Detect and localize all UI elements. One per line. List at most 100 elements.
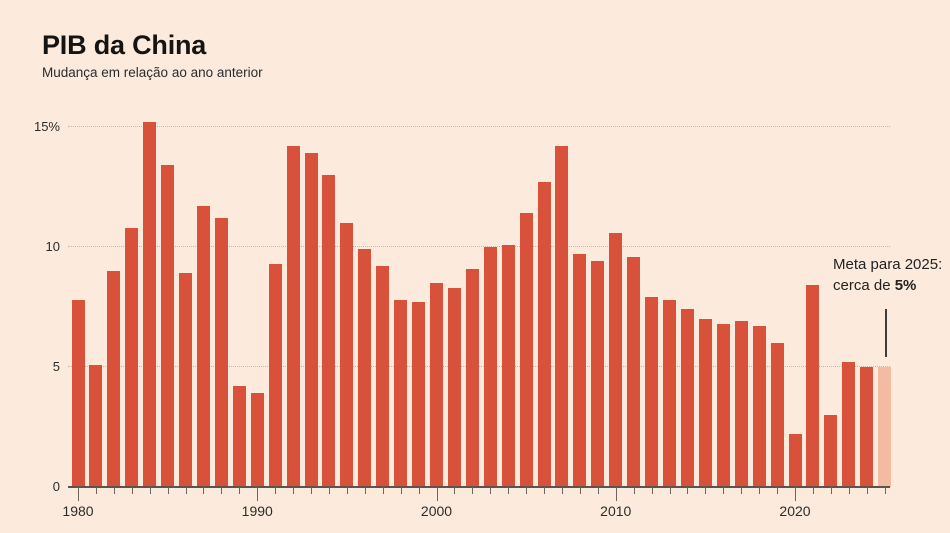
gdp-bar-1995 xyxy=(340,223,354,487)
x-axis-tick-2004 xyxy=(508,487,510,494)
gdp-bar-2020 xyxy=(788,434,802,487)
x-axis-label-2020: 2020 xyxy=(779,503,811,519)
y-axis-label-15: 15% xyxy=(33,119,60,134)
x-axis-tick-2018 xyxy=(759,487,761,494)
x-axis-tick-2000 xyxy=(436,487,438,501)
x-axis-tick-1995 xyxy=(346,487,348,494)
x-axis-label-2000: 2000 xyxy=(420,503,453,519)
x-axis-tick-2001 xyxy=(454,487,456,494)
x-axis-tick-2007 xyxy=(561,487,563,494)
gdp-bar-2019 xyxy=(770,343,784,487)
x-axis-tick-2002 xyxy=(472,487,474,494)
gdp-bar-2011 xyxy=(627,256,641,487)
y-axis-label-10: 10 xyxy=(45,239,60,254)
gdp-bar-1984 xyxy=(143,122,157,487)
x-axis-tick-1999 xyxy=(418,487,420,494)
gdp-bar-1997 xyxy=(376,266,390,487)
target-annotation-value: 5% xyxy=(894,277,917,294)
gdp-bar-2017 xyxy=(734,321,748,487)
target-annotation: Meta para 2025: cerca de 5% xyxy=(833,254,943,296)
gdp-bar-2023 xyxy=(842,362,856,487)
gdp-bar-2007 xyxy=(555,146,569,487)
gdp-bar-2024 xyxy=(860,367,874,487)
gdp-bar-1985 xyxy=(161,165,175,487)
x-axis-tick-1990 xyxy=(257,487,259,501)
x-axis-tick-2023 xyxy=(848,487,850,494)
gdp-bar-1992 xyxy=(286,146,300,487)
gdp-bar-2022 xyxy=(824,415,838,487)
x-axis-tick-2024 xyxy=(866,487,868,494)
gdp-bar-1998 xyxy=(394,299,408,487)
chart-subtitle: Mudança em relação ao ano anterior xyxy=(42,65,263,80)
y-axis-label-0: 0 xyxy=(52,479,60,494)
gdp-bar-1988 xyxy=(214,218,228,487)
annotation-pointer-line xyxy=(885,309,887,357)
x-axis-tick-2014 xyxy=(687,487,689,494)
y-gridline-5 xyxy=(68,366,890,367)
x-axis-tick-2017 xyxy=(741,487,743,494)
gdp-bar-2001 xyxy=(447,287,461,487)
x-axis-tick-1980 xyxy=(78,487,79,501)
x-axis-tick-2015 xyxy=(705,487,707,494)
x-axis-tick-1993 xyxy=(311,487,313,494)
x-axis-tick-1994 xyxy=(328,487,330,494)
gdp-bar-2012 xyxy=(645,297,659,487)
gdp-bar-1987 xyxy=(196,206,210,487)
y-gridline-10 xyxy=(68,246,890,247)
x-axis-tick-2008 xyxy=(579,487,581,494)
gdp-bar-2010 xyxy=(609,232,623,487)
gdp-bar-2013 xyxy=(663,299,677,487)
gdp-bar-1999 xyxy=(412,302,426,487)
gdp-bar-1996 xyxy=(358,249,372,487)
gdp-bar-1990 xyxy=(250,393,264,487)
target-annotation-line1: Meta para 2025: xyxy=(833,256,943,273)
x-axis-tick-2003 xyxy=(490,487,492,494)
x-axis-tick-2012 xyxy=(651,487,653,494)
x-axis-tick-1989 xyxy=(239,487,241,494)
gdp-bar-2000 xyxy=(430,283,443,487)
gdp-bar-1983 xyxy=(125,227,139,487)
x-axis-tick-1992 xyxy=(293,487,295,494)
gdp-bar-2008 xyxy=(573,254,587,487)
x-axis-baseline xyxy=(68,486,890,488)
x-axis-tick-1985 xyxy=(167,487,169,494)
gdp-bar-2003 xyxy=(483,247,497,487)
gdp-bar-1982 xyxy=(107,271,121,487)
plot-area: 0 5 10 15% 1980 1990 2000 2010 2020 xyxy=(34,119,892,519)
x-axis-tick-1991 xyxy=(275,487,277,494)
x-axis-label-1990: 1990 xyxy=(241,503,273,519)
target-annotation-line2: cerca de xyxy=(833,277,895,294)
x-axis-tick-2005 xyxy=(526,487,528,494)
gdp-bar-2009 xyxy=(591,261,605,487)
x-axis-tick-2025 xyxy=(884,487,886,494)
x-axis-tick-2016 xyxy=(723,487,725,494)
x-axis-tick-1997 xyxy=(382,487,384,494)
page-title: PIB da China xyxy=(42,30,207,60)
y-axis-label-5: 5 xyxy=(52,359,60,374)
x-axis-tick-1986 xyxy=(185,487,187,494)
x-axis-tick-2020 xyxy=(795,487,796,501)
gdp-bar-2015 xyxy=(698,319,712,487)
gdp-bar-1981 xyxy=(89,364,103,487)
gdp-bar-1994 xyxy=(322,175,336,487)
x-axis-label-2010: 2010 xyxy=(600,503,632,519)
gdp-bar-2002 xyxy=(465,268,479,487)
x-axis-tick-1998 xyxy=(400,487,402,494)
x-axis-label-1980: 1980 xyxy=(62,503,94,519)
x-axis-tick-1982 xyxy=(113,487,115,494)
gdp-bar-2006 xyxy=(537,182,551,487)
x-axis-tick-2019 xyxy=(777,487,779,494)
gdp-bar-2014 xyxy=(680,309,694,487)
x-axis-tick-2013 xyxy=(669,487,671,494)
y-gridline-15 xyxy=(68,126,890,127)
x-axis-tick-1983 xyxy=(131,487,133,494)
gdp-bar-2021 xyxy=(806,285,820,487)
gdp-target-bar-2025 xyxy=(878,367,892,487)
gdp-bar-2016 xyxy=(716,323,730,487)
x-axis-tick-2010 xyxy=(615,487,617,501)
gdp-bar-1989 xyxy=(232,386,246,487)
x-axis-tick-2022 xyxy=(830,487,832,494)
x-axis-tick-2006 xyxy=(544,487,546,494)
x-axis-tick-2009 xyxy=(597,487,599,494)
